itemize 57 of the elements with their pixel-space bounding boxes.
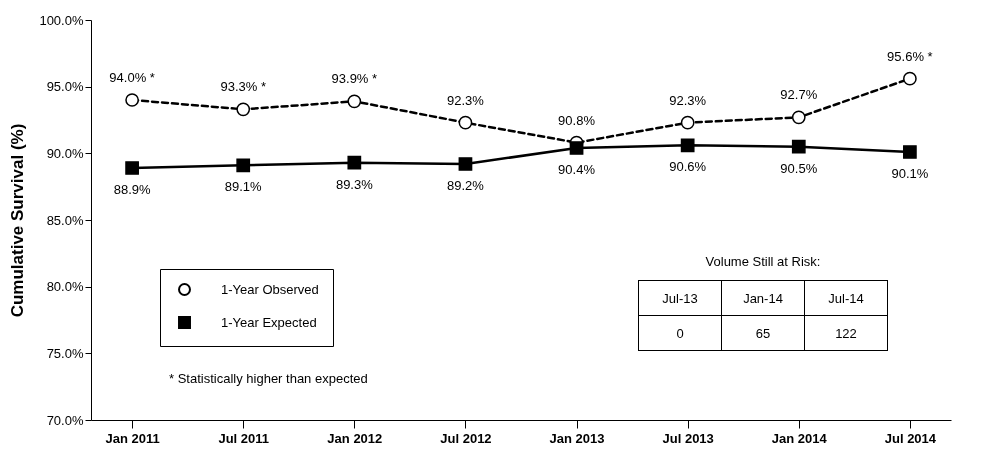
data-label: 90.8% — [558, 112, 596, 128]
point — [791, 139, 806, 154]
point — [347, 155, 362, 170]
point — [236, 158, 251, 173]
point — [236, 102, 251, 117]
data-label: 90.4% — [558, 162, 596, 177]
legend-label: 1-Year Expected — [221, 314, 317, 330]
y-tick-label: 100.0% — [39, 12, 84, 28]
data-label: 92.3% — [447, 92, 485, 108]
annotation: 122 — [804, 315, 888, 351]
data-label: 92.7% — [780, 87, 818, 103]
y-tick-label: 85.0% — [46, 212, 84, 228]
data-label: 90.5% — [780, 160, 818, 176]
legend-label: 1-Year Observed — [221, 281, 319, 297]
point — [903, 71, 917, 86]
data-label: 92.3% — [669, 92, 707, 108]
annotation: 65 — [721, 315, 805, 351]
x-tick-label: Jan 2011 — [105, 430, 160, 446]
annotation: Jan-14 — [721, 280, 805, 316]
data-label: 93.3% * — [220, 79, 266, 95]
x-tick-label: Jul 2012 — [440, 430, 492, 446]
annotation: Volume Still at Risk: — [705, 254, 821, 269]
y-tick-label: 80.0% — [46, 279, 84, 295]
data-label: 90.6% — [669, 159, 707, 175]
x-tick-label: Jul 2014 — [884, 430, 937, 446]
annotation: Jul-14 — [804, 280, 888, 316]
data-label: 89.1% — [224, 179, 263, 195]
annotation: 0 — [638, 315, 722, 351]
x-tick-label: Jan 2013 — [549, 430, 605, 446]
data-label: 88.9% — [113, 182, 151, 197]
y-tick-label: 90.0% — [46, 145, 84, 161]
y-tick-label: 95.0% — [46, 79, 84, 95]
x-tick-label: Jan 2012 — [327, 430, 383, 446]
point — [680, 138, 695, 153]
y-axis-title: Cumulative Survival (%) — [8, 123, 28, 318]
y-tick-label: 70.0% — [46, 412, 84, 428]
data-label: 95.6% * — [887, 48, 933, 64]
point — [125, 161, 139, 175]
data-label: 94.0% * — [109, 70, 155, 85]
x-tick-label: Jul 2013 — [662, 430, 714, 446]
data-label: 93.9% * — [331, 71, 378, 87]
point — [680, 115, 695, 130]
point — [347, 94, 362, 109]
point — [125, 93, 139, 107]
data-label: 89.2% — [447, 178, 485, 193]
data-label: 90.1% — [891, 166, 929, 181]
annotation: Jul-13 — [638, 280, 722, 316]
point — [458, 157, 473, 171]
point — [569, 141, 584, 155]
point — [903, 145, 917, 159]
y-tick-label: 75.0% — [46, 345, 84, 361]
x-tick-label: Jul 2011 — [218, 430, 270, 446]
x-tick-label: Jan 2014 — [771, 430, 828, 446]
annotation: * Statistically higher than expected — [169, 371, 368, 386]
point — [791, 110, 806, 125]
point — [458, 115, 473, 130]
data-label: 89.3% — [335, 176, 374, 192]
